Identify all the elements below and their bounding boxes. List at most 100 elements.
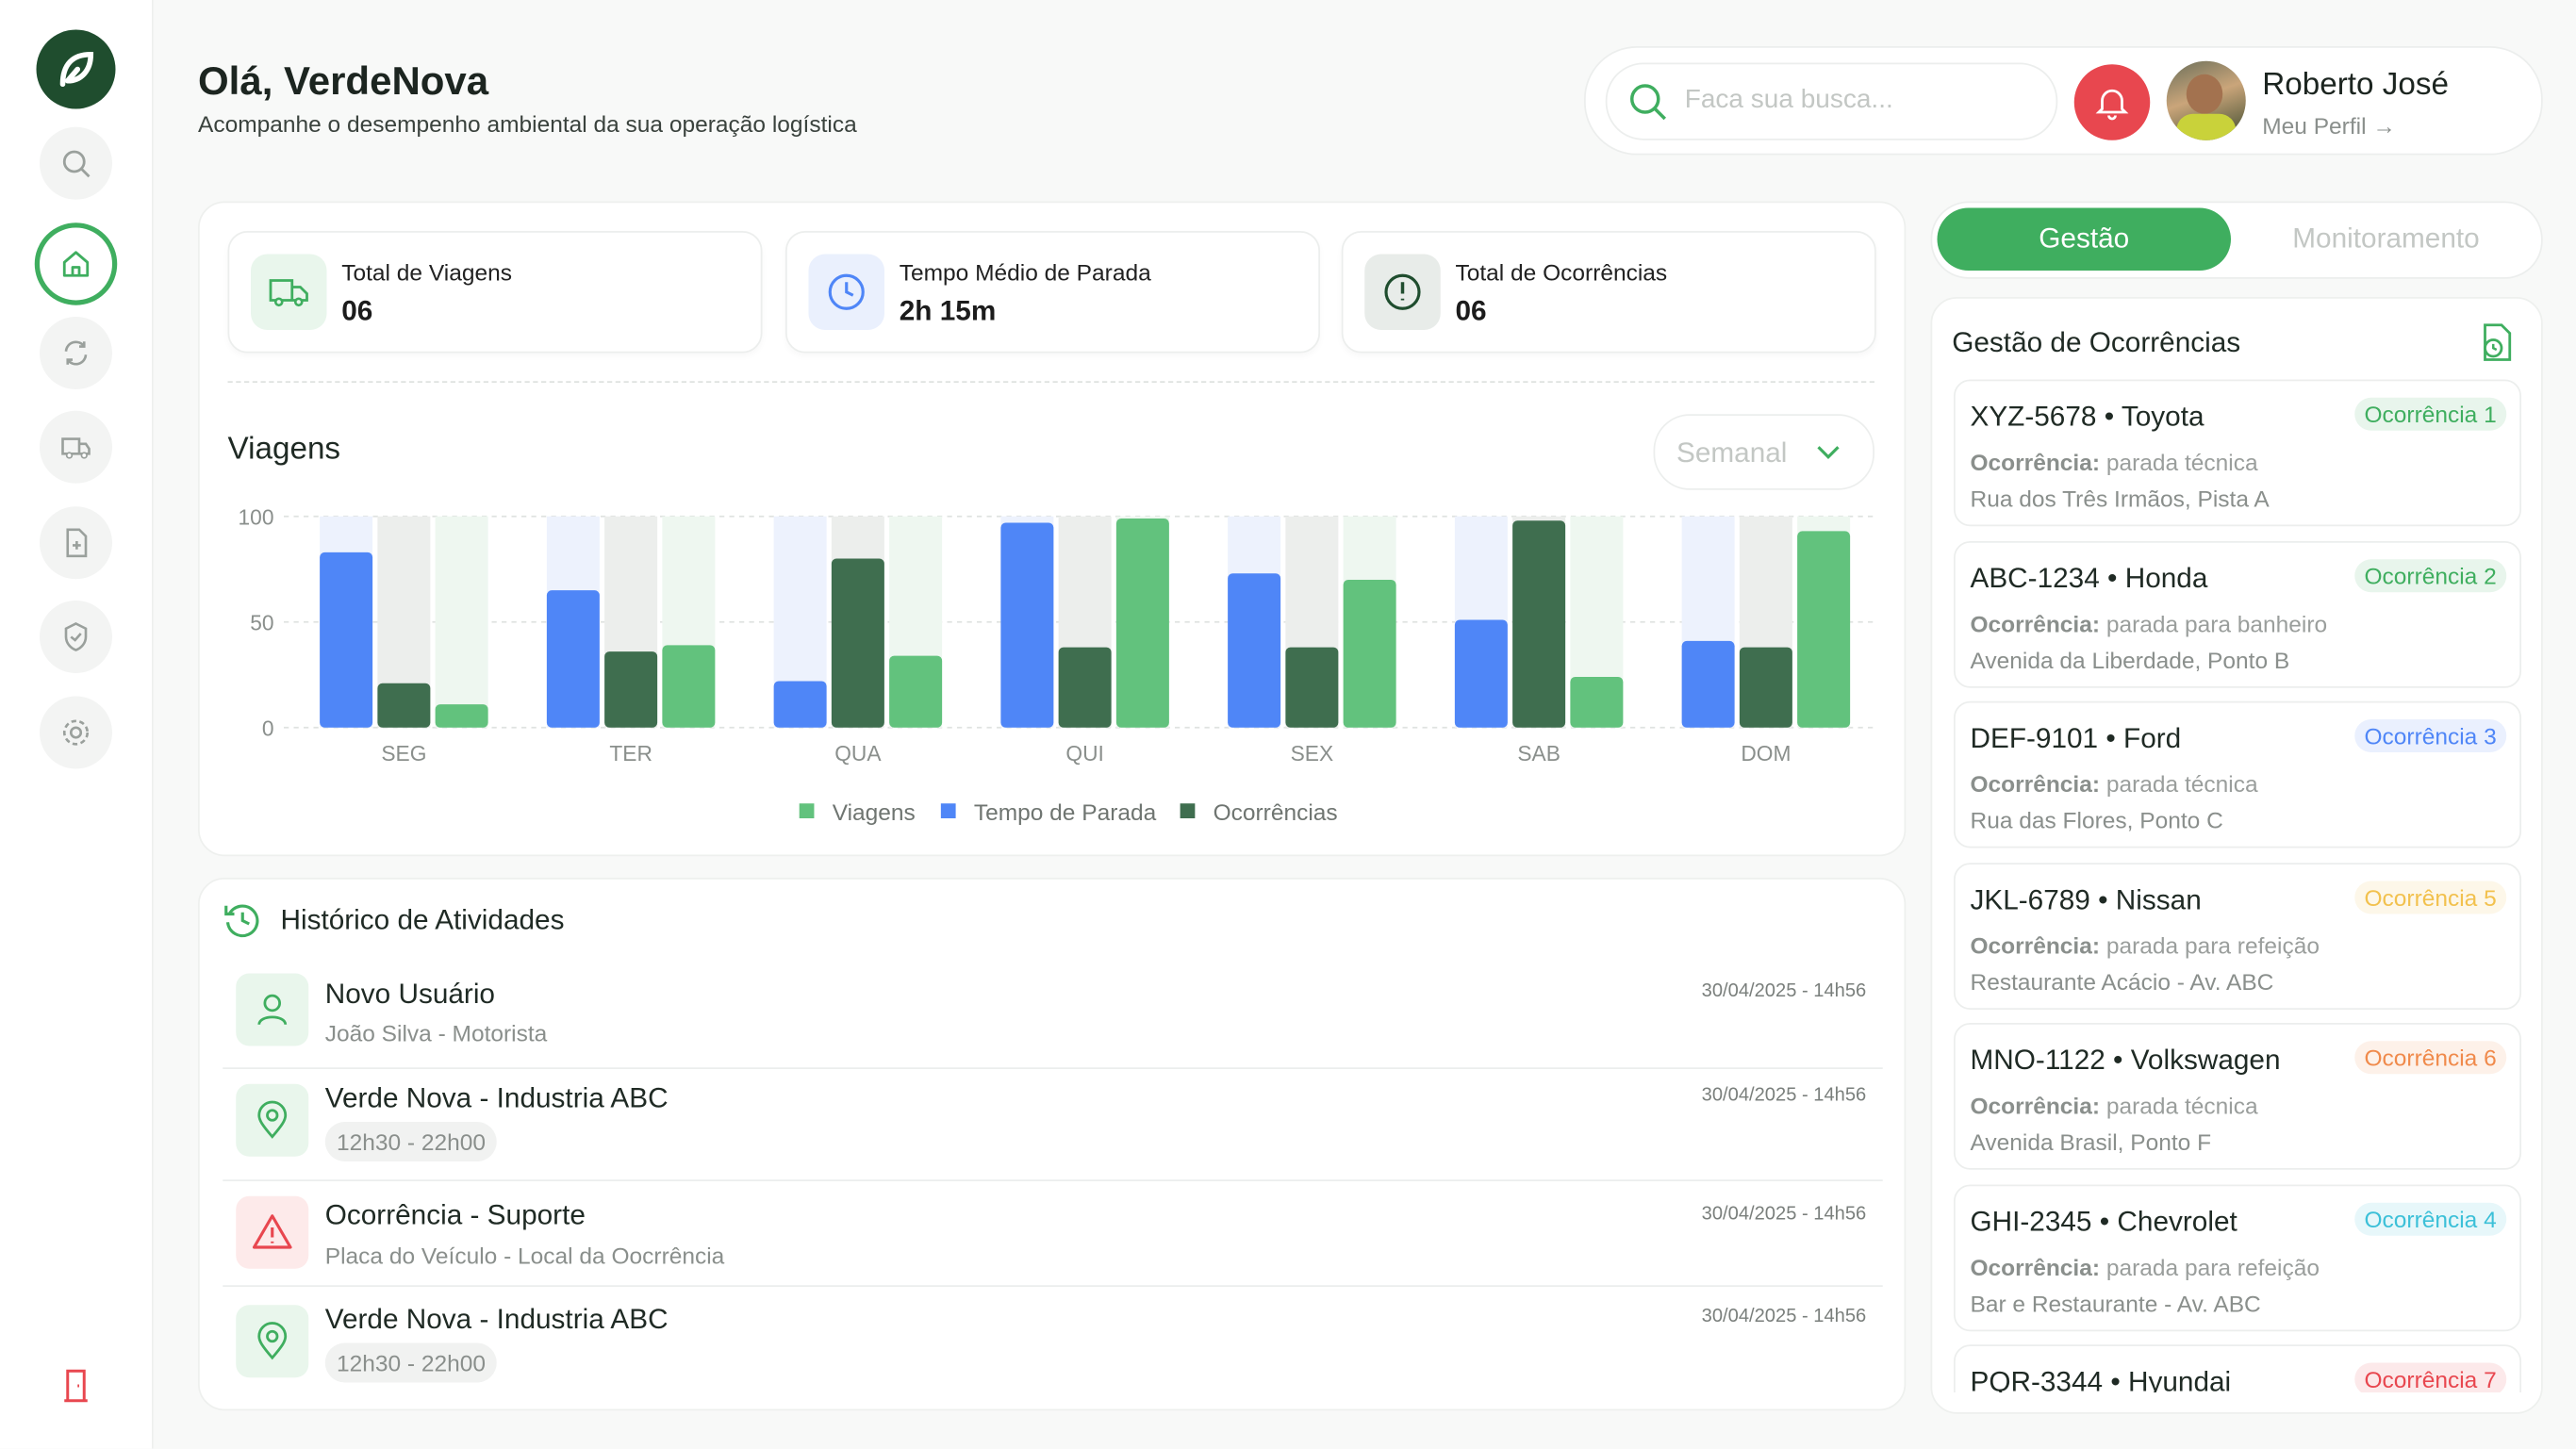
occurrence-address: Avenida Brasil, Ponto F [1971,1128,2212,1155]
occurrence-item[interactable]: MNO-1122 • VolkswagenOcorrência 6Ocorrên… [1954,1023,2521,1170]
occurrence-item[interactable]: XYZ-5678 • Toyota Ocorrência 1 Ocorrência:… [1954,380,2521,527]
activity-item-detail: 12h30 - 22h00 [325,1122,498,1161]
icon [268,271,311,314]
legend-swatch [1181,803,1196,818]
profile-link[interactable]: Meu Perfil → [2262,112,2396,139]
period-select[interactable]: Semanal [1654,414,1875,490]
icon [59,620,92,653]
avatar-face [2187,74,2223,114]
y-tick-label: 0 [262,716,274,741]
activity-icon [236,1305,308,1377]
nav-home[interactable] [35,222,118,305]
nav-settings[interactable] [40,697,112,769]
icon [59,337,92,370]
legend-label: Tempo de Parada [974,800,1157,826]
occurrence-title: XYZ-5678 • Toyota [1971,401,2204,434]
occurrence-item[interactable]: DEF-9101 • FordOcorrência 3Ocorrência: p… [1954,701,2521,848]
separator [223,1067,1883,1069]
bar [832,559,884,728]
stat-icon [809,255,885,331]
occurrences-list: XYZ-5678 • Toyota Ocorrência 1 Ocorrência:… [1932,299,2541,1392]
occurrence-text: parada para refeição [2106,931,2320,958]
bar [1455,620,1508,728]
occurrence-address: Rua das Flores, Ponto C [1971,807,2223,833]
search-box[interactable]: Faca sua busca... [1606,63,2058,140]
occurrence-text: parada técnica [2106,770,2258,797]
occurrence-item[interactable]: JKL-6789 • NissanOcorrência 5Ocorrência:… [1954,862,2521,1009]
bar [604,651,657,728]
tab[interactable]: Monitoramento [2239,208,2534,272]
stat-card: Total de Ocorrências 06 [1342,231,1876,354]
occurrence-text: parada para banheiro [2106,610,2327,636]
stat-value: 06 [1456,295,1487,328]
occurrence-address: Restaurante Acácio - Av. ABC [1971,967,2274,994]
logo-leaf [55,48,98,91]
occurrence-title: ABC-1234 • Honda [1971,562,2208,595]
sidebar [0,0,154,1449]
bell-icon [2092,83,2132,123]
occurrence-item[interactable]: GHI-2345 • ChevroletOcorrência 4Ocorrênc… [1954,1184,2521,1331]
icon [59,526,92,559]
activity-item-time: 30/04/2025 - 14h56 [1702,1307,1867,1326]
legend-label: Viagens [833,800,916,826]
icon [1381,271,1425,314]
avatar-vest [2176,114,2236,140]
legend-swatch [800,803,815,818]
bar [1512,520,1565,728]
icon [59,431,92,464]
notifications[interactable] [2074,64,2151,140]
chevron [1815,439,1841,466]
occurrence-text: parada técnica [2106,449,2258,475]
occurrence-badge: Ocorrência 1 [2354,398,2506,431]
logo[interactable] [37,30,116,109]
bar [1000,522,1053,727]
bar [662,645,715,727]
nav-security[interactable] [40,601,112,673]
x-tick-label: TER [609,741,652,766]
x-tick-label: SEG [381,741,426,766]
icon [251,1211,294,1255]
occurrence-label: Ocorrência: [1971,610,2101,636]
occurrence-title: PQR-3344 • Hyundai [1971,1366,2232,1392]
occurrence-badge: Ocorrência 4 [2354,1202,2506,1235]
occurrence-label: Ocorrência: [1971,449,2101,475]
activity-item-detail: 12h30 - 22h00 [325,1343,498,1383]
nav-trucks[interactable] [40,411,112,484]
icon [825,271,868,314]
activity-item-time: 30/04/2025 - 14h56 [1702,1086,1867,1106]
nav-reports[interactable] [40,506,112,579]
occurrence-item[interactable]: PQR-3344 • HyundaiOcorrência 7 [1954,1344,2521,1392]
bar [1059,648,1112,728]
occurrence-description: Ocorrência: parada para banheiro [1971,610,2328,636]
profile-link-text: Meu Perfil [2262,112,2366,139]
bar [320,552,372,728]
occurrence-item[interactable]: ABC-1234 • HondaOcorrência 2Ocorrência: … [1954,540,2521,687]
legend-label: Ocorrências [1214,800,1338,826]
icon [253,990,292,1029]
separator [223,1179,1883,1181]
occurrence-address: Avenida da Liberdade, Ponto B [1971,646,2290,672]
icon [253,1322,292,1361]
bar [1116,519,1169,728]
top-bar: Faca sua busca... Roberto José Meu Perfi… [1584,46,2543,156]
activity-item-detail: João Silva - Motorista [325,1020,548,1046]
tab-active[interactable]: Gestão [1938,208,2232,272]
occurrences-card: Gestão de Ocorrências XYZ-5678 • ToyotaO… [1931,297,2543,1414]
x-tick-label: SAB [1517,741,1560,766]
tab-bar: Gestão Monitoramento [1931,202,2543,279]
nav-sync[interactable] [40,317,112,389]
bar [436,704,488,728]
activity-item-title: Ocorrência - Suporte [325,1199,586,1232]
avatar[interactable] [2167,61,2246,140]
user-name: Roberto José [2262,68,2449,105]
x-tick-label: QUI [1065,741,1103,766]
bar [1228,573,1280,728]
subtitle: Acompanhe o desempenho ambiental da sua … [198,110,857,137]
logout[interactable] [57,1366,96,1406]
occurrence-description: Ocorrência: parada para refeição [1971,931,2320,958]
occurrence-address: Bar e Restaurante - Av. ABC [1971,1290,2261,1316]
activity-item-title: Verde Nova - Industria ABC [325,1304,669,1337]
nav-search[interactable] [40,127,112,200]
stat-label: Total de Viagens [341,259,512,286]
occurrence-description: Ocorrência: parada técnica [1971,1093,2258,1119]
